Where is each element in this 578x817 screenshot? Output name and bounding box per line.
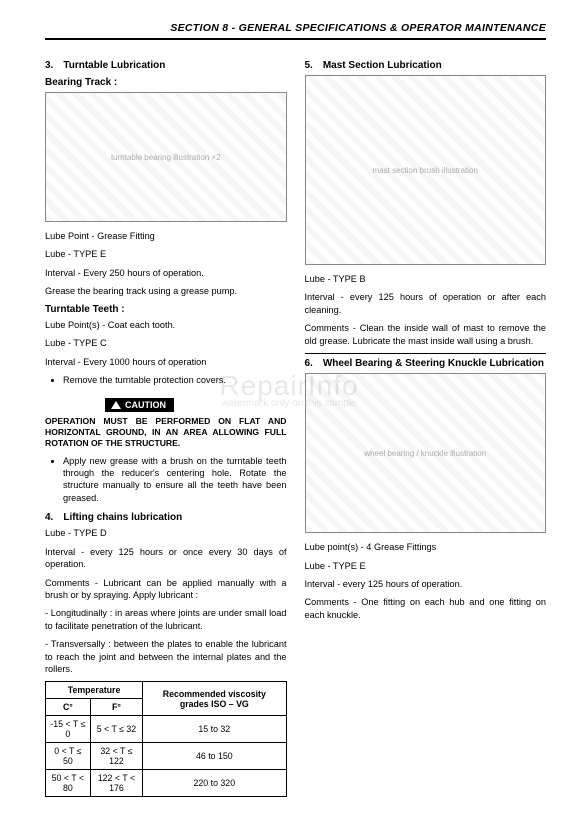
interval-250: Interval - Every 250 hours of operation. (45, 267, 287, 279)
th-c: C° (46, 699, 91, 716)
wheel-p2: Lube - TYPE E (305, 560, 547, 572)
lube-type-e: Lube - TYPE E (45, 248, 287, 260)
turntable-teeth-label: Turntable Teeth : (45, 304, 287, 315)
wheel-p3: Interval - every 125 hours of operation. (305, 578, 547, 590)
cell-v: 46 to 150 (143, 743, 286, 770)
table-row: 0 < T ≤ 50 32 < T ≤ 122 46 to 150 (46, 743, 287, 770)
chains-p5: - Transversally : between the plates to … (45, 638, 287, 675)
cell-c: -15 < T ≤ 0 (46, 716, 91, 743)
s3-title: 3. Turntable Lubrication (45, 60, 287, 71)
cell-c: 50 < T < 80 (46, 770, 91, 797)
caution-body: OPERATION MUST BE PERFORMED ON FLAT AND … (45, 416, 287, 448)
mast-p1: Lube - TYPE B (305, 273, 547, 285)
chains-p3: Comments - Lubricant can be applied manu… (45, 577, 287, 602)
chains-p1: Lube - TYPE D (45, 527, 287, 539)
bullet-remove-covers: Remove the turntable protection covers. (63, 374, 287, 386)
s6-title: 6. Wheel Bearing & Steering Knuckle Lubr… (305, 353, 547, 369)
cell-f: 122 < T < 176 (90, 770, 142, 797)
viscosity-table: Temperature Recommended viscosity grades… (45, 681, 287, 797)
caution-label: CAUTION (125, 400, 166, 410)
bullet-apply-grease: Apply new grease with a brush on the tur… (63, 455, 287, 505)
left-column: 3. Turntable Lubrication Bearing Track :… (45, 60, 287, 797)
mast-p3: Comments - Clean the inside wall of mast… (305, 322, 547, 347)
lube-point: Lube Point - Grease Fitting (45, 230, 287, 242)
cell-v: 220 to 320 (143, 770, 286, 797)
teeth-p1: Lube Point(s) - Coat each tooth. (45, 319, 287, 331)
th-temperature: Temperature (46, 682, 143, 699)
grease-pump: Grease the bearing track using a grease … (45, 285, 287, 297)
cell-f: 32 < T ≤ 122 (90, 743, 142, 770)
chains-p2: Interval - every 125 hours or once every… (45, 546, 287, 571)
teeth-p2: Lube - TYPE C (45, 337, 287, 349)
cell-c: 0 < T ≤ 50 (46, 743, 91, 770)
wheel-p1: Lube point(s) - 4 Grease Fittings (305, 541, 547, 553)
warning-icon (111, 401, 121, 409)
s4-title: 4. Lifting chains lubrication (45, 512, 287, 523)
section-header: SECTION 8 - GENERAL SPECIFICATIONS & OPE… (45, 22, 546, 40)
s5-title: 5. Mast Section Lubrication (305, 60, 547, 71)
wheel-p4: Comments - One fitting on each hub and o… (305, 596, 547, 621)
bearing-track-label: Bearing Track : (45, 77, 287, 88)
table-row: 50 < T < 80 122 < T < 176 220 to 320 (46, 770, 287, 797)
chains-p4: - Longitudinally : in areas where joints… (45, 607, 287, 632)
wheel-figure: wheel bearing / knuckle illustration (305, 373, 547, 533)
turntable-figure: turntable bearing illustration ×2 (45, 92, 287, 222)
mast-p2: Interval - every 125 hours of operation … (305, 291, 547, 316)
th-viscosity: Recommended viscosity grades ISO – VG (143, 682, 286, 716)
cell-f: 5 < T ≤ 32 (90, 716, 142, 743)
mast-figure: mast section brush illustration (305, 75, 547, 265)
cell-v: 15 to 32 (143, 716, 286, 743)
table-row: -15 < T ≤ 0 5 < T ≤ 32 15 to 32 (46, 716, 287, 743)
th-f: F° (90, 699, 142, 716)
right-column: 5. Mast Section Lubrication mast section… (305, 60, 547, 797)
teeth-p3: Interval - Every 1000 hours of operation (45, 356, 287, 368)
caution-badge: CAUTION (105, 398, 174, 412)
